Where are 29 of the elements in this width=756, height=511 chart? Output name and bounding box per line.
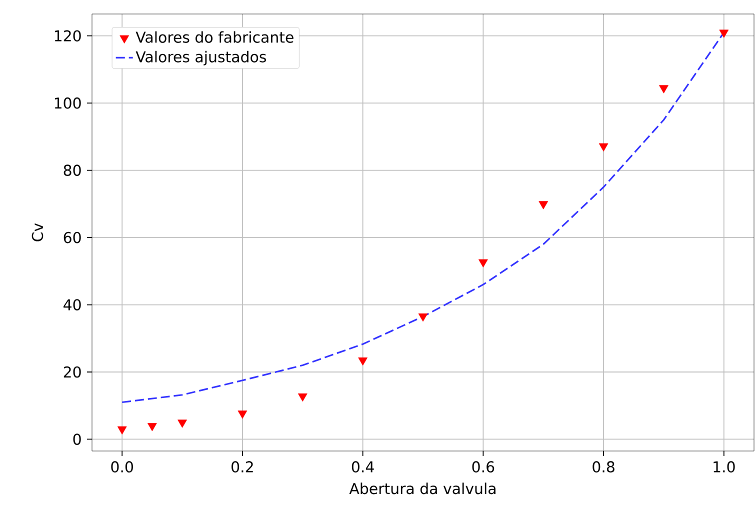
y-tick-label: 60 [64, 232, 81, 244]
point [598, 143, 608, 152]
point [418, 313, 428, 322]
point [478, 259, 488, 268]
point [659, 85, 668, 94]
y-tick-label: 20 [64, 366, 81, 378]
y-tick-label: 120 [54, 30, 81, 42]
point [719, 30, 729, 38]
x-tick-label: 0.0 [111, 461, 133, 472]
y-tick-label: 0 [73, 434, 81, 445]
y-tick-label: 80 [64, 164, 81, 176]
y-tick-label: 100 [54, 97, 81, 109]
legend-label: Valores ajustados [136, 50, 266, 66]
point [358, 357, 368, 366]
point [298, 393, 308, 402]
x-axis-title: Abertura da valvula [349, 482, 496, 494]
x-tick-label: 1.0 [714, 461, 735, 472]
x-tick-label: 0.4 [352, 461, 374, 472]
point [238, 410, 248, 419]
y-axis-title: Cv [32, 223, 44, 242]
point [117, 426, 127, 435]
x-tick-label: 0.6 [472, 461, 494, 472]
legend-label: Valores do fabricante [136, 31, 294, 43]
x-tick-label: 0.2 [232, 461, 253, 472]
point [538, 201, 548, 210]
y-tick-label: 40 [64, 299, 81, 310]
point [147, 423, 157, 432]
point [178, 420, 187, 428]
x-tick-label: 0.8 [592, 461, 614, 472]
